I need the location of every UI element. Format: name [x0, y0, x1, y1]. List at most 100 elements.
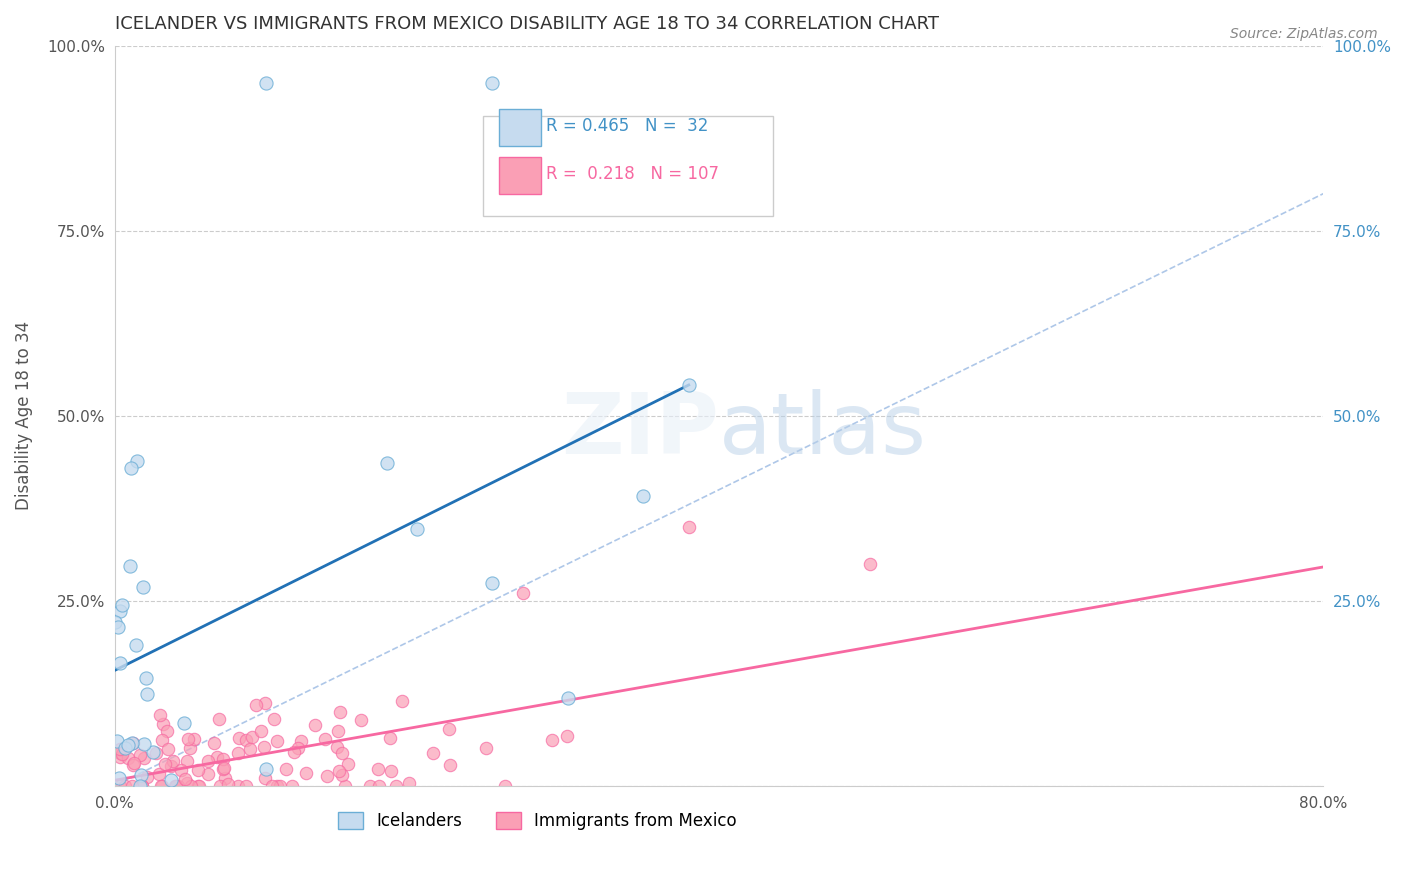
- Point: [145, 747, 167, 761]
- Point: [153, 756, 176, 771]
- Point: [254, 76, 277, 90]
- Point: [326, 724, 349, 739]
- Point: [332, 768, 354, 782]
- Point: [136, 770, 159, 784]
- Point: [276, 763, 298, 777]
- Point: [678, 520, 700, 534]
- Point: [330, 746, 353, 760]
- Point: [131, 779, 153, 793]
- Point: [132, 581, 155, 595]
- Point: [316, 769, 339, 783]
- Point: [131, 779, 153, 793]
- Point: [380, 731, 402, 745]
- Point: [269, 779, 291, 793]
- Point: [326, 740, 349, 755]
- FancyBboxPatch shape: [499, 157, 541, 194]
- Text: R = 0.465   N =  32: R = 0.465 N = 32: [546, 117, 709, 135]
- FancyBboxPatch shape: [499, 109, 541, 145]
- Point: [134, 751, 156, 765]
- Point: [110, 779, 132, 793]
- Point: [226, 779, 249, 793]
- Point: [152, 716, 174, 731]
- Point: [167, 779, 190, 793]
- Point: [287, 741, 309, 756]
- Point: [208, 712, 231, 726]
- Point: [263, 712, 285, 726]
- Point: [202, 736, 225, 750]
- Point: [336, 756, 359, 771]
- Point: [205, 749, 228, 764]
- Text: R =  0.218   N = 107: R = 0.218 N = 107: [546, 165, 718, 183]
- Point: [174, 772, 197, 786]
- Point: [540, 732, 562, 747]
- Point: [266, 779, 288, 793]
- Point: [211, 762, 233, 776]
- Point: [176, 754, 198, 768]
- Point: [281, 779, 304, 793]
- Point: [117, 751, 139, 765]
- Point: [197, 766, 219, 780]
- Point: [121, 779, 143, 793]
- Point: [157, 742, 180, 756]
- Point: [439, 722, 461, 736]
- Point: [239, 742, 262, 756]
- Point: [107, 620, 129, 634]
- Point: [217, 777, 239, 791]
- Point: [160, 773, 183, 788]
- Point: [295, 766, 318, 780]
- Point: [111, 747, 134, 761]
- Point: [150, 733, 173, 747]
- Point: [149, 779, 172, 793]
- Point: [110, 749, 132, 764]
- Point: [176, 776, 198, 790]
- Point: [512, 586, 534, 600]
- Point: [214, 771, 236, 785]
- Point: [165, 779, 187, 793]
- Point: [283, 745, 305, 759]
- Point: [132, 737, 155, 751]
- Point: [104, 615, 127, 629]
- Point: [226, 746, 249, 760]
- Point: [254, 696, 277, 710]
- Point: [149, 707, 172, 722]
- Point: [235, 779, 257, 793]
- Point: [240, 730, 263, 744]
- Point: [335, 779, 357, 793]
- Point: [111, 598, 134, 612]
- Point: [129, 768, 152, 782]
- Point: [180, 779, 202, 793]
- Point: [228, 731, 250, 745]
- Point: [121, 736, 143, 750]
- Point: [391, 694, 413, 708]
- Point: [212, 751, 235, 765]
- Point: [212, 761, 235, 775]
- Point: [129, 747, 152, 762]
- Point: [266, 733, 288, 747]
- Point: [135, 671, 157, 685]
- Point: [208, 779, 231, 793]
- Point: [678, 377, 700, 392]
- Point: [290, 733, 312, 747]
- Text: ICELANDER VS IMMIGRANTS FROM MEXICO DISABILITY AGE 18 TO 34 CORRELATION CHART: ICELANDER VS IMMIGRANTS FROM MEXICO DISA…: [115, 15, 939, 33]
- Point: [254, 771, 277, 785]
- Point: [122, 756, 145, 770]
- Point: [173, 715, 195, 730]
- Point: [188, 779, 211, 793]
- Point: [150, 779, 173, 793]
- Text: Source: ZipAtlas.com: Source: ZipAtlas.com: [1230, 27, 1378, 41]
- Point: [122, 736, 145, 750]
- Point: [375, 456, 398, 470]
- Point: [304, 717, 326, 731]
- Point: [163, 779, 186, 793]
- Point: [314, 731, 336, 746]
- Point: [439, 758, 461, 772]
- Point: [398, 776, 420, 790]
- Point: [110, 656, 132, 670]
- Y-axis label: Disability Age 18 to 34: Disability Age 18 to 34: [15, 321, 32, 510]
- Point: [555, 729, 578, 743]
- Point: [114, 740, 136, 755]
- Point: [254, 763, 277, 777]
- Point: [125, 638, 148, 652]
- Point: [557, 690, 579, 705]
- Point: [187, 763, 209, 777]
